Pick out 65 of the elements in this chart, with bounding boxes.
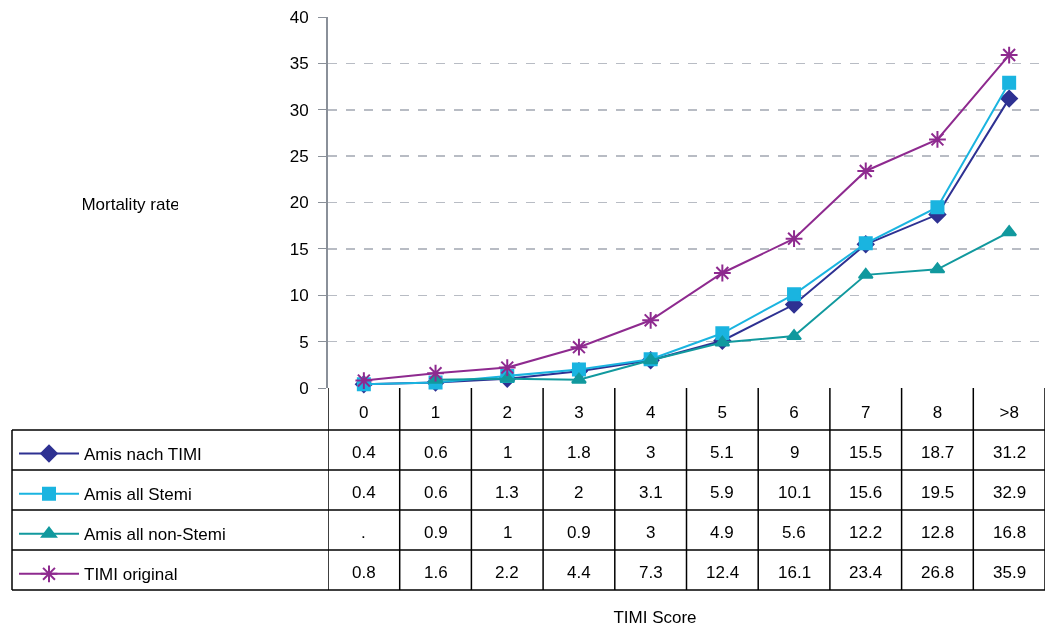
- data-label: 0.6: [424, 483, 448, 502]
- text: TIMI Score: [613, 608, 697, 627]
- data-label: 2.2: [495, 563, 519, 582]
- data-label: 10.1: [778, 483, 812, 502]
- y-tick-label: 25: [289, 147, 309, 167]
- y-tick-label: 40: [289, 7, 309, 27]
- data-label: 5.1: [710, 443, 734, 462]
- data-label: 31.2: [993, 443, 1027, 462]
- x-tick-label: 7: [861, 403, 871, 422]
- data-label: 0.9: [567, 523, 591, 542]
- x-tick-label: 6: [789, 403, 799, 422]
- x-tick-label: 5: [717, 403, 728, 422]
- y-tick-label: 30: [289, 100, 309, 120]
- x-tick-label: 1: [430, 403, 441, 422]
- data-label: 0.4: [352, 443, 376, 462]
- x-tick-label: >8: [999, 403, 1019, 422]
- data-label: 3: [646, 523, 656, 542]
- data-label: 7.3: [639, 563, 663, 582]
- data-label: 2: [574, 483, 584, 502]
- data-label: 9: [790, 443, 800, 462]
- y-tick-label: 35: [289, 54, 309, 74]
- data-label: 0.6: [424, 443, 448, 462]
- data-label: 1: [503, 443, 513, 462]
- legend-label: Amis all non-Stemi: [84, 525, 226, 545]
- data-label: 5.9: [710, 483, 734, 502]
- x-tick-label: 8: [932, 403, 943, 422]
- data-label: 0.9: [424, 523, 448, 542]
- data-label: 1.8: [567, 443, 591, 462]
- data-label: 0.4: [352, 483, 376, 502]
- text: Mortality rate: [81, 195, 180, 214]
- data-label: 23.4: [849, 563, 883, 582]
- legend-label: TIMI original: [84, 565, 178, 585]
- text: .: [361, 523, 366, 542]
- legend-label: Amis nach TIMI: [84, 445, 202, 465]
- x-tick-label: 4: [645, 403, 656, 422]
- data-label: 1.3: [495, 483, 519, 502]
- data-label: 15.6: [849, 483, 883, 502]
- data-label: 19.5: [921, 483, 955, 502]
- y-tick-label: 20: [289, 193, 309, 213]
- x-tick-label: 3: [574, 403, 584, 422]
- data-label: 16.1: [778, 563, 812, 582]
- y-tick-label: 10: [289, 286, 309, 306]
- legend-label: Amis all Stemi: [84, 485, 192, 505]
- data-label: 16.8: [993, 523, 1027, 542]
- data-label: 0.8: [352, 563, 376, 582]
- data-label: 1.6: [424, 563, 448, 582]
- y-tick-label: 0: [299, 378, 309, 398]
- data-label: 4.9: [710, 523, 734, 542]
- data-label: 12.8: [921, 523, 955, 542]
- x-tick-label: 0: [359, 403, 369, 422]
- data-label: 12.4: [706, 563, 740, 582]
- data-label: 5.6: [782, 523, 806, 542]
- y-tick-label: 15: [289, 239, 309, 259]
- data-label: 26.8: [921, 563, 955, 582]
- data-label: 32.9: [993, 483, 1027, 502]
- data-label: 15.5: [849, 443, 883, 462]
- data-label: 3: [646, 443, 656, 462]
- data-label: 1: [503, 523, 513, 542]
- x-tick-label: 2: [502, 403, 512, 422]
- y-tick-label: 5: [299, 332, 309, 352]
- data-label: 18.7: [921, 443, 955, 462]
- data-label: 4.4: [567, 563, 591, 582]
- data-label: 3.1: [639, 483, 663, 502]
- data-label: 12.2: [849, 523, 883, 542]
- data-label: 35.9: [993, 563, 1027, 582]
